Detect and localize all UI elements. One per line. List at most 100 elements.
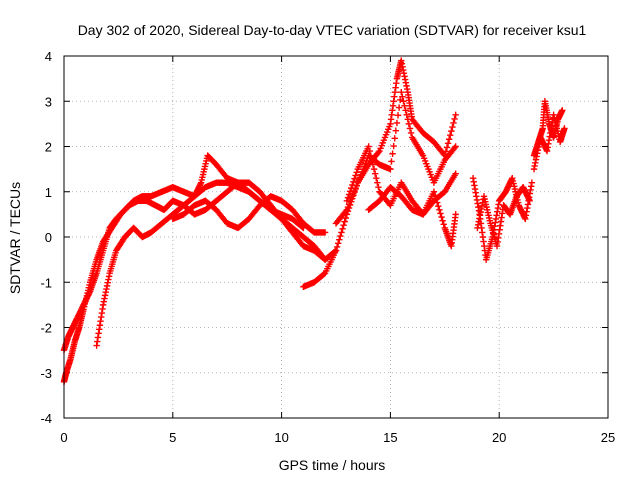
data-point <box>390 142 397 150</box>
data-point <box>403 111 410 119</box>
data-point <box>374 179 381 186</box>
data-point <box>450 119 457 127</box>
data-point <box>406 125 414 132</box>
data-point <box>439 217 446 224</box>
data-point <box>407 129 415 137</box>
data-point <box>452 170 459 177</box>
data-points <box>60 57 568 385</box>
data-point <box>391 135 398 142</box>
data-point <box>452 111 459 119</box>
data-point <box>369 161 377 168</box>
data-point <box>526 197 533 204</box>
y-tick-label: 3 <box>45 94 52 109</box>
data-point <box>349 181 356 189</box>
data-point <box>392 127 400 134</box>
plot-frame <box>63 55 609 419</box>
y-tick-label: 1 <box>45 185 52 200</box>
data-point <box>340 222 347 229</box>
data-point <box>345 191 353 198</box>
series-arc-j <box>474 184 533 250</box>
data-point <box>348 184 355 192</box>
data-point <box>368 156 376 164</box>
data-point <box>447 131 454 139</box>
y-axis-label: SDTVAR / TECUs <box>7 182 23 294</box>
data-point <box>452 211 459 218</box>
data-point <box>389 150 396 157</box>
data-point <box>440 221 447 228</box>
data-point <box>451 144 458 152</box>
data-point <box>334 240 342 247</box>
data-point <box>442 148 450 155</box>
data-point <box>436 206 443 214</box>
chart-title: Day 302 of 2020, Sidereal Day-to-day VTE… <box>78 22 587 38</box>
data-point <box>350 178 357 185</box>
data-point <box>452 143 459 150</box>
data-point <box>388 158 395 165</box>
data-point <box>321 229 329 236</box>
data-point <box>395 104 403 111</box>
x-tick-label: 5 <box>169 430 176 445</box>
y-tick-label: 2 <box>45 140 52 155</box>
data-point <box>352 172 359 179</box>
data-point <box>405 120 413 128</box>
data-point <box>394 112 402 119</box>
data-point <box>400 98 407 105</box>
data-point <box>338 229 345 236</box>
data-point <box>387 165 394 173</box>
data-point <box>332 247 340 254</box>
x-tick-label: 25 <box>601 430 615 445</box>
data-point <box>373 174 380 182</box>
data-point <box>367 152 375 159</box>
y-tick-label: 4 <box>45 49 52 64</box>
y-tick-label: -3 <box>40 366 52 381</box>
data-point <box>445 136 453 143</box>
data-point <box>402 107 409 114</box>
data-point <box>371 170 379 177</box>
data-point <box>339 225 346 233</box>
data-point <box>365 143 372 150</box>
x-tick-labels: 0 5 10 15 20 25 <box>60 430 615 445</box>
data-point <box>398 89 405 96</box>
data-point <box>443 144 451 151</box>
data-point <box>393 119 401 127</box>
data-point <box>448 127 455 135</box>
data-point <box>336 236 343 243</box>
x-tick-label: 15 <box>383 430 397 445</box>
data-point <box>370 165 378 173</box>
data-point <box>430 188 438 195</box>
data-point <box>337 232 344 240</box>
y-tick-label: -1 <box>40 275 52 290</box>
series-arc-h <box>365 170 459 218</box>
series-arc-l <box>530 111 568 173</box>
data-point <box>528 179 536 186</box>
data-point <box>401 102 408 109</box>
data-point <box>404 116 412 123</box>
y-tick-label: -4 <box>40 411 52 426</box>
data-point <box>561 125 568 132</box>
data-point <box>375 149 382 156</box>
data-point <box>353 169 360 176</box>
data-point <box>344 194 352 201</box>
data-point <box>449 123 456 131</box>
series-arc-c <box>93 179 340 349</box>
data-point <box>435 203 442 210</box>
data-point <box>559 107 566 114</box>
data-point <box>346 188 354 195</box>
x-tick-label: 0 <box>60 430 67 445</box>
data-point <box>342 208 349 215</box>
x-tick-label: 20 <box>492 430 506 445</box>
x-axis-label: GPS time / hours <box>279 457 386 473</box>
series-arc-d <box>169 193 329 236</box>
y-tick-label: 0 <box>45 230 52 245</box>
data-point <box>351 175 358 182</box>
data-point <box>399 93 406 100</box>
data-point <box>451 115 458 123</box>
data-point <box>438 213 445 221</box>
data-point <box>437 210 444 217</box>
data-point <box>341 218 348 225</box>
data-point <box>375 184 382 191</box>
data-point <box>343 197 351 204</box>
data-point <box>342 214 349 222</box>
